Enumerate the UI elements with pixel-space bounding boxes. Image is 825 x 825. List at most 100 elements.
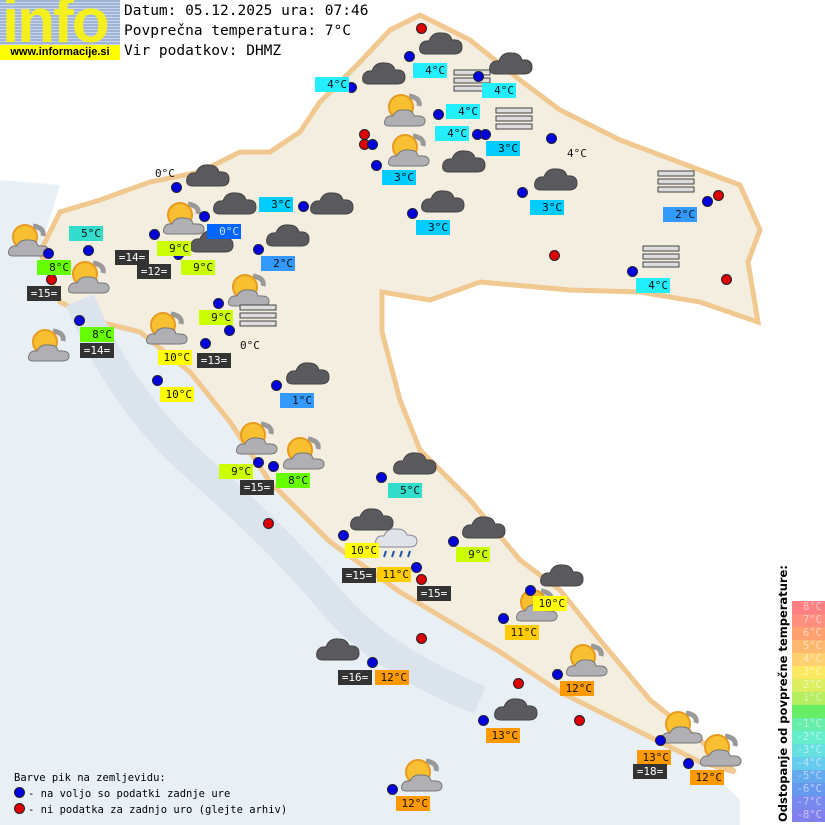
temperature-label: 13°C [486,728,520,743]
station-dot[interactable] [149,229,160,240]
temperature-label: 3°C [416,220,450,235]
station-dot[interactable] [404,51,415,62]
temperature-label: 2°C [663,207,697,222]
temperature-label: 1°C [280,393,314,408]
sun-cloud-icon [398,757,448,793]
temperature-label: 12°C [560,681,594,696]
sun-cloud-icon [233,420,283,456]
station-dot[interactable] [200,338,211,349]
station-missing-dot[interactable] [263,518,274,529]
station-dot[interactable] [655,735,666,746]
temperature-label: 5°C [388,483,422,498]
station-dot[interactable] [525,585,536,596]
station-dot[interactable] [411,562,422,573]
station-missing-dot[interactable] [513,678,524,689]
temperature-label: 12°C [396,796,430,811]
station-dot[interactable] [268,461,279,472]
scale-step: 1°C [792,692,825,705]
logo[interactable]: info www.informacije.si [0,0,120,60]
temperature-label: 10°C [533,596,567,611]
temperature-label: 10°C [160,387,194,402]
station-dot[interactable] [480,129,491,140]
temperature-label: 8°C [276,473,310,488]
cloud-icon [537,556,587,592]
temperature-label: =14= [115,250,149,265]
station-dot[interactable] [171,182,182,193]
fog-icon [637,238,687,274]
fog-icon [652,163,702,199]
temperature-label: 0°C [155,167,175,180]
legend-missing: - ni podatka za zadnjo uro (glejte arhiv… [28,804,288,816]
station-dot[interactable] [152,375,163,386]
sun-cloud-icon [225,272,275,308]
scale-step: -8°C [792,809,825,822]
sun-cloud-icon [280,435,330,471]
cloud-icon [359,54,409,90]
scale-step: 8°C [792,601,825,614]
station-dot[interactable] [199,211,210,222]
scale-step: -6°C [792,783,825,796]
red-dot-icon [14,803,25,814]
station-missing-dot[interactable] [46,274,57,285]
station-dot[interactable] [224,325,235,336]
scale-step: 6°C [792,627,825,640]
station-dot[interactable] [473,71,484,82]
station-dot[interactable] [367,139,378,150]
station-missing-dot[interactable] [416,633,427,644]
station-missing-dot[interactable] [549,250,560,261]
data-source: Vir podatkov: DHMZ [124,43,282,59]
station-dot[interactable] [213,298,224,309]
station-dot[interactable] [253,457,264,468]
blue-dot-icon [14,787,25,798]
scale-step: -3°C [792,744,825,757]
deviation-scale: 8°C 7°C 6°C 5°C 4°C 3°C 2°C 1°C -1°C -2°C -3°C -4°C… [792,601,825,822]
station-missing-dot[interactable] [713,190,724,201]
station-dot[interactable] [367,657,378,668]
station-dot[interactable] [433,109,444,120]
station-dot[interactable] [552,669,563,680]
station-dot[interactable] [43,248,54,259]
station-dot[interactable] [253,244,264,255]
temperature-label: 10°C [158,350,192,365]
station-dot[interactable] [448,536,459,547]
station-dot[interactable] [271,380,282,391]
station-dot[interactable] [83,245,94,256]
station-dot[interactable] [546,133,557,144]
temperature-label: =16= [338,670,372,685]
site-link[interactable]: www.informacije.si [0,45,120,60]
station-dot[interactable] [627,266,638,277]
scale-step: -1°C [792,718,825,731]
temperature-label: 3°C [486,141,520,156]
station-dot[interactable] [387,784,398,795]
station-missing-dot[interactable] [721,274,732,285]
station-dot[interactable] [683,758,694,769]
cloud-icon [390,444,440,480]
sun-cloud-icon [697,732,747,768]
station-dot[interactable] [376,472,387,483]
scale-step: -4°C [792,757,825,770]
station-dot[interactable] [74,315,85,326]
temperature-label: 4°C [482,83,516,98]
temperature-label: 4°C [636,278,670,293]
station-dot[interactable] [478,715,489,726]
station-missing-dot[interactable] [574,715,585,726]
station-dot[interactable] [517,187,528,198]
temperature-label: =15= [417,586,451,601]
scale-step: 7°C [792,614,825,627]
station-dot[interactable] [498,613,509,624]
station-missing-dot[interactable] [416,574,427,585]
cloud-icon [313,630,363,666]
temperature-label: 2°C [261,256,295,271]
station-dot[interactable] [702,196,713,207]
sea-area [0,180,740,825]
station-dot[interactable] [338,530,349,541]
temperature-label: 4°C [315,77,349,92]
station-missing-dot[interactable] [416,23,427,34]
cloud-icon [307,184,357,220]
average-temperature: Povprečna temperatura: 7°C [124,23,351,39]
station-dot[interactable] [407,208,418,219]
rain-icon [372,525,422,561]
station-dot[interactable] [298,201,309,212]
station-dot[interactable] [371,160,382,171]
temperature-label: 4°C [446,104,480,119]
